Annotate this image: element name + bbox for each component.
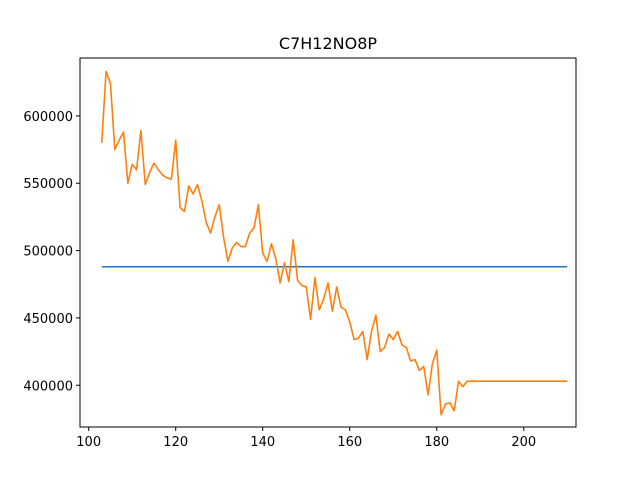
plot-frame (79, 57, 577, 428)
x-tick-label: 100 (76, 435, 101, 450)
x-tick-label: 180 (424, 435, 449, 450)
chart-title: C7H12NO8P (279, 34, 377, 53)
y-tick-label: 600000 (23, 110, 73, 125)
series-layer (100, 70, 568, 416)
x-tick-label: 200 (511, 435, 536, 450)
y-tick-label: 550000 (23, 177, 73, 192)
series-line-2 (100, 70, 568, 416)
axes-layer: 100 120 140 160 180 200 400000 450000 500000 5500… (23, 110, 536, 450)
y-tick-label: 400000 (23, 379, 73, 394)
y-tick-label: 500000 (23, 245, 73, 260)
x-tick-label: 160 (337, 435, 362, 450)
y-tick-label: 450000 (23, 312, 73, 327)
x-tick-label: 140 (250, 435, 275, 450)
x-tick-label: 120 (163, 435, 188, 450)
